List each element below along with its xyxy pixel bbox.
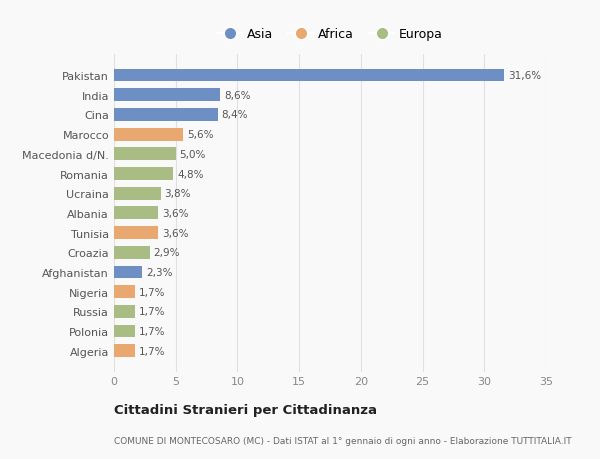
Bar (114, 227, 158, 240)
Bar (114, 285, 135, 298)
Text: 8,6%: 8,6% (224, 90, 250, 101)
Text: COMUNE DI MONTECOSARO (MC) - Dati ISTAT al 1° gennaio di ogni anno - Elaborazion: COMUNE DI MONTECOSARO (MC) - Dati ISTAT … (114, 436, 572, 445)
Text: 8,4%: 8,4% (221, 110, 248, 120)
Bar (114, 109, 218, 122)
Bar (114, 325, 135, 338)
Bar (114, 345, 135, 358)
Text: 1,7%: 1,7% (139, 326, 165, 336)
Text: 1,7%: 1,7% (139, 346, 165, 356)
Bar (114, 246, 150, 259)
Text: 5,0%: 5,0% (179, 150, 206, 159)
Text: 3,8%: 3,8% (164, 189, 191, 199)
Bar (114, 148, 176, 161)
Bar (114, 187, 161, 200)
Bar (114, 69, 504, 82)
Text: 5,6%: 5,6% (187, 130, 214, 140)
Text: 1,7%: 1,7% (139, 307, 165, 317)
Legend: Asia, Africa, Europa: Asia, Africa, Europa (212, 23, 448, 46)
Text: 31,6%: 31,6% (508, 71, 541, 81)
Text: 4,8%: 4,8% (177, 169, 203, 179)
Bar (114, 207, 158, 220)
Bar (114, 266, 142, 279)
Text: Cittadini Stranieri per Cittadinanza: Cittadini Stranieri per Cittadinanza (114, 403, 377, 416)
Bar (114, 129, 183, 141)
Bar (114, 89, 220, 102)
Text: 1,7%: 1,7% (139, 287, 165, 297)
Bar (114, 168, 173, 180)
Bar (114, 305, 135, 318)
Text: 2,3%: 2,3% (146, 268, 173, 277)
Text: 3,6%: 3,6% (162, 228, 188, 238)
Text: 2,9%: 2,9% (154, 248, 180, 258)
Text: 3,6%: 3,6% (162, 208, 188, 218)
